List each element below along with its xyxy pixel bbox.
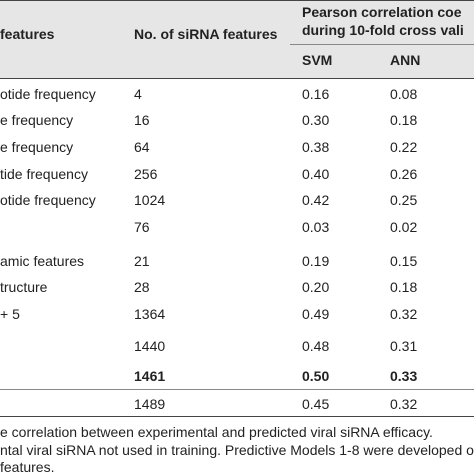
cell-svm: 0.42 bbox=[302, 192, 330, 208]
cell-ann: 0.08 bbox=[390, 86, 418, 102]
cell-svm: 0.49 bbox=[302, 306, 330, 322]
cell-feature: amic features bbox=[0, 253, 85, 269]
header-ann: ANN bbox=[390, 52, 421, 68]
cell-svm: 0.16 bbox=[302, 86, 330, 102]
cell-svm: 0.48 bbox=[302, 338, 330, 354]
cell-svm: 0.45 bbox=[302, 396, 330, 412]
header-pearson-line2: during 10-fold cross vali bbox=[302, 22, 464, 38]
footnote-line-2: ntal viral siRNA not used in training. P… bbox=[0, 442, 474, 458]
row-divider bbox=[0, 389, 474, 390]
cell-ann: 0.22 bbox=[390, 139, 418, 155]
cell-ann: 0.25 bbox=[390, 192, 418, 208]
cell-count: 1364 bbox=[134, 306, 166, 322]
table-top-rule bbox=[0, 0, 474, 1]
header-subrule bbox=[290, 44, 474, 45]
cell-feature: tructure bbox=[0, 279, 48, 295]
footnote-line-3: features. bbox=[0, 459, 55, 475]
cell-ann: 0.18 bbox=[390, 112, 418, 128]
cell-feature: e frequency bbox=[0, 139, 74, 155]
footnote-line-1: e correlation between experimental and p… bbox=[0, 424, 433, 440]
cell-feature: otide frequency bbox=[0, 86, 96, 102]
cell-svm: 0.30 bbox=[302, 112, 330, 128]
cell-ann: 0.15 bbox=[390, 253, 418, 269]
cell-ann: 0.31 bbox=[390, 338, 418, 354]
cell-count: 16 bbox=[134, 112, 150, 128]
header-no-of-features: No. of siRNA features bbox=[134, 26, 278, 42]
cell-count: 76 bbox=[134, 219, 150, 235]
cell-count: 4 bbox=[134, 86, 142, 102]
cell-ann: 0.33 bbox=[390, 368, 418, 384]
cell-count: 28 bbox=[134, 279, 150, 295]
header-pearson-line1: Pearson correlation coe bbox=[302, 4, 462, 20]
cell-feature: e frequency bbox=[0, 112, 74, 128]
cell-count: 1461 bbox=[134, 368, 166, 384]
cell-ann: 0.32 bbox=[390, 396, 418, 412]
cell-feature: tide frequency bbox=[0, 166, 88, 182]
cell-svm: 0.03 bbox=[302, 219, 330, 235]
cell-ann: 0.26 bbox=[390, 166, 418, 182]
table-header-background bbox=[0, 0, 474, 78]
cell-ann: 0.32 bbox=[390, 306, 418, 322]
cell-ann: 0.02 bbox=[390, 219, 418, 235]
cell-feature: otide frequency bbox=[0, 192, 96, 208]
table-bottom-rule bbox=[0, 416, 474, 417]
table-header-rule bbox=[0, 78, 474, 79]
cell-svm: 0.19 bbox=[302, 253, 330, 269]
cell-count: 256 bbox=[134, 166, 158, 182]
cell-count: 64 bbox=[134, 139, 150, 155]
cell-count: 1489 bbox=[134, 396, 166, 412]
cell-svm: 0.20 bbox=[302, 279, 330, 295]
header-svm: SVM bbox=[302, 52, 333, 68]
cell-svm: 0.38 bbox=[302, 139, 330, 155]
cell-svm: 0.40 bbox=[302, 166, 330, 182]
cell-feature: + 5 bbox=[0, 306, 20, 322]
cell-svm: 0.50 bbox=[302, 368, 330, 384]
cell-ann: 0.18 bbox=[390, 279, 418, 295]
cell-count: 1024 bbox=[134, 192, 166, 208]
cell-count: 1440 bbox=[134, 338, 166, 354]
header-features: features bbox=[0, 26, 55, 42]
cell-count: 21 bbox=[134, 253, 150, 269]
